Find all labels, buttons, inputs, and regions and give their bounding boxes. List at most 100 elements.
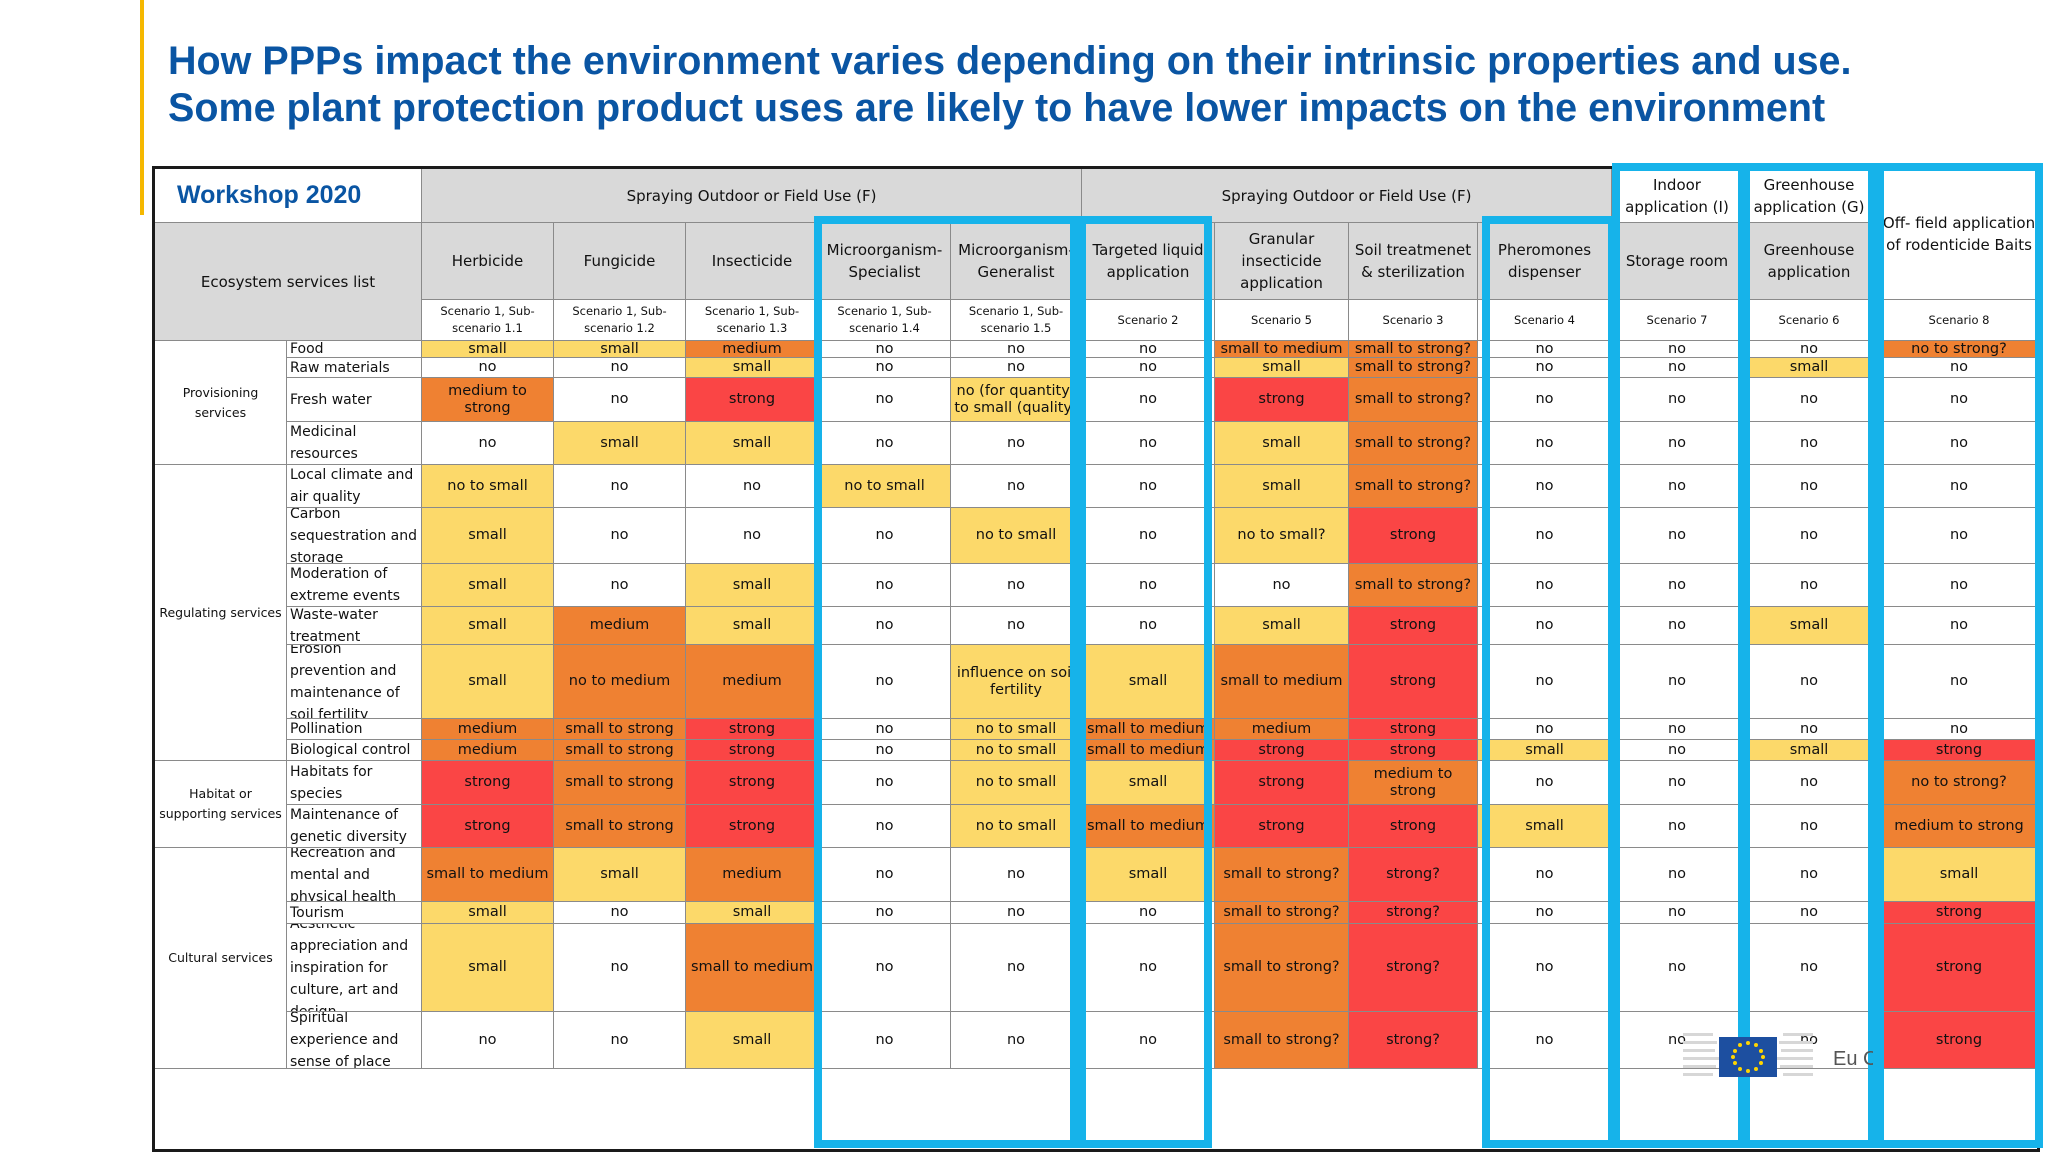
- impact-value: no: [819, 508, 951, 564]
- impact-value: small: [554, 422, 686, 465]
- impact-value: no: [1743, 1012, 1876, 1069]
- impact-value: no: [1612, 805, 1743, 848]
- impact-value: medium: [686, 645, 819, 719]
- impact-value: no: [1743, 341, 1876, 358]
- slide-title: How PPPs impact the environment varies d…: [168, 38, 2028, 132]
- service-name: Spiritual experience and sense of place: [287, 1012, 422, 1069]
- column-header: Storage room: [1612, 223, 1743, 300]
- group-header: Spraying Outdoor or Field Use (F): [1082, 169, 1612, 223]
- impact-value: no: [1478, 564, 1612, 607]
- impact-value: no: [819, 1012, 951, 1069]
- impact-value: medium: [422, 740, 554, 761]
- impact-value: no: [1478, 341, 1612, 358]
- scenario-label: Scenario 5: [1215, 300, 1349, 341]
- impact-value: no: [1743, 465, 1876, 508]
- impact-value: small: [1082, 848, 1215, 902]
- impact-value: no to small: [951, 805, 1082, 848]
- impact-value: strong: [686, 761, 819, 805]
- column-header: Insecticide: [686, 223, 819, 300]
- impact-value: strong: [686, 740, 819, 761]
- impact-value: no: [1876, 465, 2037, 508]
- impact-value: strong: [1349, 607, 1478, 645]
- column-header: Microorganism- Specialist: [819, 223, 951, 300]
- impact-value: no: [1876, 422, 2037, 465]
- impact-value: no: [1612, 358, 1743, 378]
- service-name: Maintenance of genetic diversity: [287, 805, 422, 848]
- impact-value: strong: [1215, 805, 1349, 848]
- impact-value: no: [951, 607, 1082, 645]
- impact-value: no: [1478, 761, 1612, 805]
- impact-value: no: [1478, 378, 1612, 422]
- impact-value: no: [1743, 508, 1876, 564]
- impact-value: small to medium: [1082, 805, 1215, 848]
- impact-value: small to strong: [554, 805, 686, 848]
- impact-value: no: [1478, 508, 1612, 564]
- impact-value: no: [819, 740, 951, 761]
- impact-value: small: [1215, 422, 1349, 465]
- ecosystem-services-header: Ecosystem services list: [155, 223, 422, 341]
- impact-value: no: [1743, 422, 1876, 465]
- impact-value: small: [422, 508, 554, 564]
- service-name: Habitats for species: [287, 761, 422, 805]
- impact-value: small: [1215, 465, 1349, 508]
- impact-value: no: [1876, 645, 2037, 719]
- impact-value: no: [1876, 719, 2037, 740]
- impact-value: small: [422, 924, 554, 1012]
- impact-value: no: [1082, 1012, 1215, 1069]
- impact-value: strong: [1876, 1012, 2037, 1069]
- impact-value: strong: [1215, 378, 1349, 422]
- impact-value: small: [686, 422, 819, 465]
- impact-value: small: [1215, 607, 1349, 645]
- service-name: Carbon sequestration and storage: [287, 508, 422, 564]
- column-header: Microorganism- Generalist: [951, 223, 1082, 300]
- service-group-label: Provisioning services: [155, 341, 287, 465]
- impact-value: no: [951, 848, 1082, 902]
- impact-value: no to small: [951, 508, 1082, 564]
- impact-value: no to small: [422, 465, 554, 508]
- impact-value: strong: [686, 378, 819, 422]
- slide-title-line-1: How PPPs impact the environment varies d…: [168, 39, 1852, 83]
- service-name: Local climate and air quality: [287, 465, 422, 508]
- impact-value: no: [554, 1012, 686, 1069]
- impact-value: strong: [1349, 508, 1478, 564]
- group-header: Spraying Outdoor or Field Use (F): [422, 169, 1082, 223]
- impact-value: small to strong?: [1349, 564, 1478, 607]
- scenario-label: Scenario 1, Sub-scenario 1.1: [422, 300, 554, 341]
- column-header: Granular insecticide application: [1215, 223, 1349, 300]
- impact-value: no: [1082, 508, 1215, 564]
- impact-value: strong: [1215, 740, 1349, 761]
- impact-value: no: [1478, 422, 1612, 465]
- impact-value: no: [819, 761, 951, 805]
- impact-value: small: [686, 607, 819, 645]
- service-group-label: Cultural services: [155, 848, 287, 1069]
- impact-value: strong: [1349, 805, 1478, 848]
- impact-value: small to strong: [554, 761, 686, 805]
- impact-value: small: [686, 564, 819, 607]
- impact-value: no: [1612, 902, 1743, 924]
- impact-value: small: [686, 358, 819, 378]
- scenario-label: Scenario 1, Sub-scenario 1.3: [686, 300, 819, 341]
- impact-value: medium to strong: [422, 378, 554, 422]
- impact-value: strong: [1876, 902, 2037, 924]
- impact-value: no: [819, 358, 951, 378]
- impact-value: no to strong?: [1876, 341, 2037, 358]
- impact-value: small to medium: [1082, 719, 1215, 740]
- impact-value: small: [422, 645, 554, 719]
- impact-value: small to strong?: [1349, 465, 1478, 508]
- impact-value: no: [951, 1012, 1082, 1069]
- impact-value: no: [1082, 378, 1215, 422]
- impact-value: no: [951, 358, 1082, 378]
- impact-value: no: [1612, 924, 1743, 1012]
- impact-value: no: [554, 378, 686, 422]
- impact-value: small: [1478, 740, 1612, 761]
- impact-value: strong: [1349, 719, 1478, 740]
- impact-value: no: [554, 358, 686, 378]
- slide-accent-bar: [140, 0, 144, 215]
- impact-value: no: [1743, 805, 1876, 848]
- impact-value: no: [1612, 378, 1743, 422]
- impact-value: strong: [1215, 761, 1349, 805]
- impact-value: no: [819, 378, 951, 422]
- scenario-label: Scenario 4: [1478, 300, 1612, 341]
- impact-value: medium to strong: [1349, 761, 1478, 805]
- impact-value: no: [1743, 719, 1876, 740]
